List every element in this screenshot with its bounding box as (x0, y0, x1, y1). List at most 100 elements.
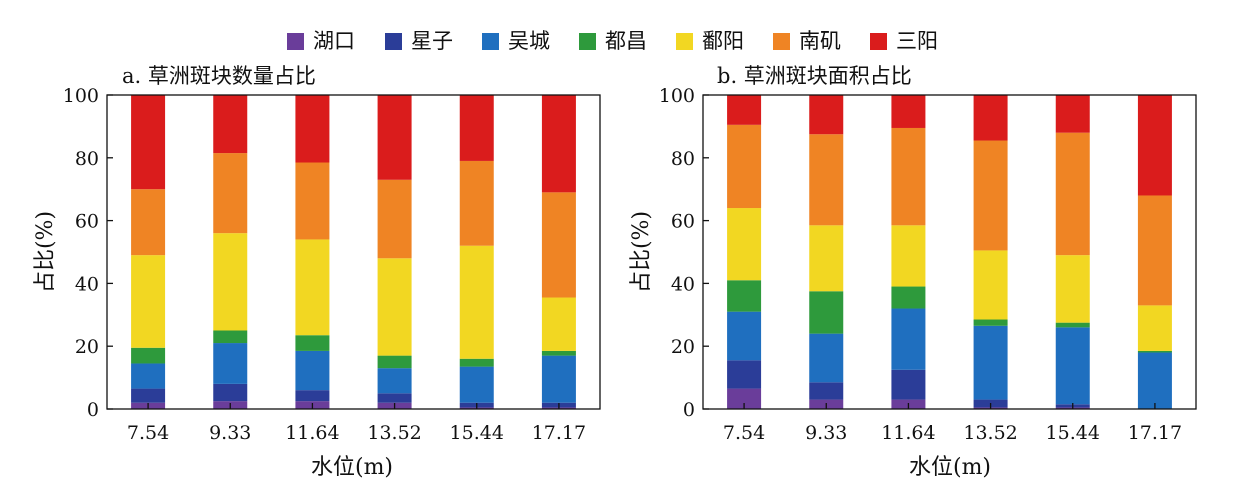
bar-segment-p1-c4-s7 (377, 95, 412, 180)
chart-title: b. 草洲斑块面积占比 (717, 64, 912, 88)
legend-label-4: 都昌 (605, 29, 647, 53)
bar-segment-p2-c5-s6 (1055, 132, 1090, 256)
bar-segment-p1-c5-s4 (459, 358, 494, 367)
bar-segment-p2-c3-s5 (891, 225, 926, 287)
legend-swatch-1 (287, 33, 304, 50)
x-axis-label: 水位(m) (311, 455, 393, 480)
bar-segment-p2-c2-s3 (809, 333, 844, 383)
x-tick-label: 13.52 (963, 422, 1017, 444)
legend-label-7: 三阳 (896, 29, 938, 53)
y-tick-label: 20 (671, 336, 695, 358)
bar-segment-p2-c6-s3 (1137, 352, 1172, 409)
chart-title: a. 草洲斑块数量占比 (122, 64, 316, 88)
y-tick-label: 60 (75, 211, 99, 233)
legend-swatch-4 (579, 33, 596, 50)
bar-segment-p2-c1-s2 (727, 360, 762, 389)
bar-segment-p2-c4-s3 (973, 325, 1008, 400)
bar-segment-p2-c2-s6 (809, 134, 844, 226)
bar-segment-p2-c1-s4 (727, 280, 762, 312)
bar-segment-p1-c4-s5 (377, 258, 412, 356)
bar-segment-p1-c2-s3 (213, 343, 248, 384)
bar-segment-p1-c3-s6 (295, 162, 330, 240)
bar-segment-p1-c5-s5 (459, 245, 494, 359)
bar-segment-p1-c4-s6 (377, 179, 412, 259)
y-tick-label: 0 (683, 399, 695, 421)
bar-segment-p2-c1-s3 (727, 311, 762, 361)
bar-segment-p2-c6-s4 (1137, 350, 1172, 353)
y-tick-label: 80 (671, 148, 695, 170)
bar-segment-p2-c2-s7 (809, 95, 844, 135)
panel-b: 0 20 40 60 80 100 7.54 9.33 11.64 13.52 15.44 17.17… (629, 64, 1197, 480)
bar-segment-p2-c1-s1 (727, 388, 762, 409)
bar-segment-p1-c1-s6 (131, 189, 166, 256)
legend-swatch-5 (676, 33, 693, 50)
y-tick-label: 100 (659, 85, 695, 107)
legend-swatch-7 (870, 33, 887, 50)
bar-segment-p2-c6-s6 (1137, 195, 1172, 306)
y-tick-label: 40 (671, 273, 695, 295)
bar-segment-p2-c5-s3 (1055, 327, 1090, 405)
bar-segment-p1-c5-s6 (459, 160, 494, 246)
bar-segment-p1-c1-s2 (131, 388, 166, 403)
x-tick-label: 11.64 (285, 422, 339, 444)
bar-segment-p2-c4-s5 (973, 250, 1008, 320)
plot-frame (702, 94, 1197, 410)
bar-segment-p2-c1-s5 (727, 208, 762, 281)
legend-swatch-6 (773, 33, 790, 50)
legend-label-1: 湖口 (313, 29, 355, 53)
bar-segment-p1-c1-s3 (131, 363, 166, 389)
y-axis-label: 占比(%) (629, 211, 654, 293)
bar-segment-p1-c4-s4 (377, 355, 412, 369)
bar-segment-p1-c3-s5 (295, 239, 330, 336)
x-tick-label: 11.64 (881, 422, 935, 444)
y-axis-label: 占比(%) (33, 211, 58, 293)
bar-segment-p2-c4-s7 (973, 95, 1008, 141)
x-tick-label: 7.54 (127, 422, 169, 444)
bar-segment-p2-c1-s6 (727, 124, 762, 209)
bar-segment-p1-c2-s2 (213, 383, 248, 402)
bar-segment-p1-c6-s3 (541, 355, 576, 403)
bar-segment-p2-c2-s5 (809, 225, 844, 292)
bar-segment-p1-c6-s7 (541, 95, 576, 193)
bar-segment-p1-c6-s6 (541, 192, 576, 298)
x-tick-label: 17.17 (532, 422, 586, 444)
bar-segment-p1-c3-s3 (295, 350, 330, 391)
legend-label-2: 星子 (411, 29, 453, 53)
y-tick-label: 20 (75, 336, 99, 358)
bar-segment-p1-c5-s7 (459, 95, 494, 161)
bar-segment-p1-c6-s5 (541, 297, 576, 351)
x-tick-label: 17.17 (1128, 422, 1182, 444)
legend: 湖口 星子 吴城 都昌 鄱阳 南矶 三阳 (287, 29, 938, 53)
x-tick-label: 7.54 (723, 422, 765, 444)
bar-segment-p1-c1-s4 (131, 347, 166, 364)
bar-segment-p2-c3-s4 (891, 286, 926, 309)
x-tick-label: 15.44 (450, 422, 504, 444)
bar-segment-p2-c5-s5 (1055, 255, 1090, 323)
bar-segment-p1-c2-s7 (213, 95, 248, 154)
bar-segment-p2-c2-s4 (809, 291, 844, 334)
x-tick-label: 15.44 (1046, 422, 1100, 444)
bar-segment-p1-c4-s3 (377, 368, 412, 394)
y-tick-label: 40 (75, 273, 99, 295)
bar-segment-p2-c5-s4 (1055, 322, 1090, 328)
x-tick-label: 9.33 (209, 422, 251, 444)
bar-segment-p1-c1-s5 (131, 255, 166, 348)
bar-segment-p1-c3-s2 (295, 390, 330, 402)
legend-label-5: 鄱阳 (702, 29, 744, 53)
bar-segment-p1-c4-s2 (377, 393, 412, 403)
y-tick-label: 60 (671, 211, 695, 233)
y-tick-label: 80 (75, 148, 99, 170)
bar-segment-p1-c3-s4 (295, 335, 330, 351)
x-tick-label: 9.33 (805, 422, 847, 444)
bar-segment-p2-c1-s7 (727, 95, 762, 125)
bar-segment-p1-c2-s4 (213, 330, 248, 344)
bar-segment-p2-c6-s7 (1137, 95, 1172, 196)
plot-frame (106, 94, 601, 410)
bar-segment-p2-c3-s7 (891, 95, 926, 128)
bar-segment-p1-c3-s7 (295, 95, 330, 163)
y-tick-label: 0 (87, 399, 99, 421)
bar-segment-p2-c3-s3 (891, 308, 926, 370)
bar-segment-p2-c2-s2 (809, 382, 844, 400)
bar-segment-p2-c3-s2 (891, 369, 926, 400)
